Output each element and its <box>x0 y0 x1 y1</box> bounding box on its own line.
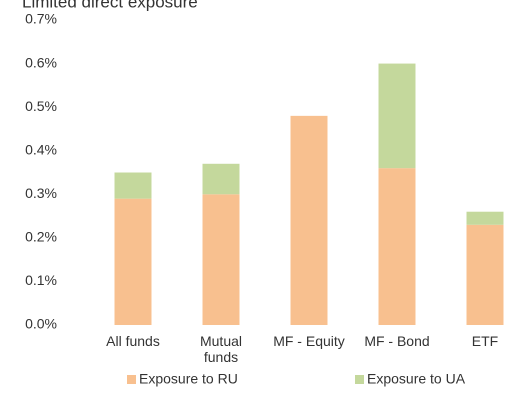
legend-swatch <box>127 375 136 384</box>
legend-swatch <box>355 375 364 384</box>
bar-segment <box>466 224 504 325</box>
bar-segment <box>114 172 152 199</box>
y-tick-label: 0.7% <box>25 11 57 27</box>
y-tick-label: 0.0% <box>25 316 57 332</box>
bar-segment <box>290 115 328 325</box>
x-tick-label: Mutual funds <box>199 333 243 365</box>
bar-segment <box>114 198 152 325</box>
bar-segment <box>466 211 504 225</box>
legend-label: Exposure to RU <box>139 371 238 387</box>
bar-segment <box>378 168 416 325</box>
bar-segment <box>378 63 416 169</box>
x-tick-label: All funds <box>106 333 160 349</box>
y-tick-label: 0.5% <box>25 98 57 114</box>
bar-segment <box>202 163 240 195</box>
chart-title: Limited direct exposure <box>22 0 198 11</box>
x-tick-label: ETF <box>471 333 499 349</box>
y-tick-label: 0.4% <box>25 141 57 157</box>
x-tick-label: MF - Bond <box>364 333 430 349</box>
y-tick-label: 0.2% <box>25 229 57 245</box>
x-tick-label: MF - Equity <box>273 333 345 349</box>
bar-segment <box>202 194 240 325</box>
legend-label: Exposure to UA <box>367 371 466 387</box>
y-tick-label: 0.3% <box>25 185 57 201</box>
y-tick-label: 0.1% <box>25 272 57 288</box>
y-tick-label: 0.6% <box>25 54 57 70</box>
